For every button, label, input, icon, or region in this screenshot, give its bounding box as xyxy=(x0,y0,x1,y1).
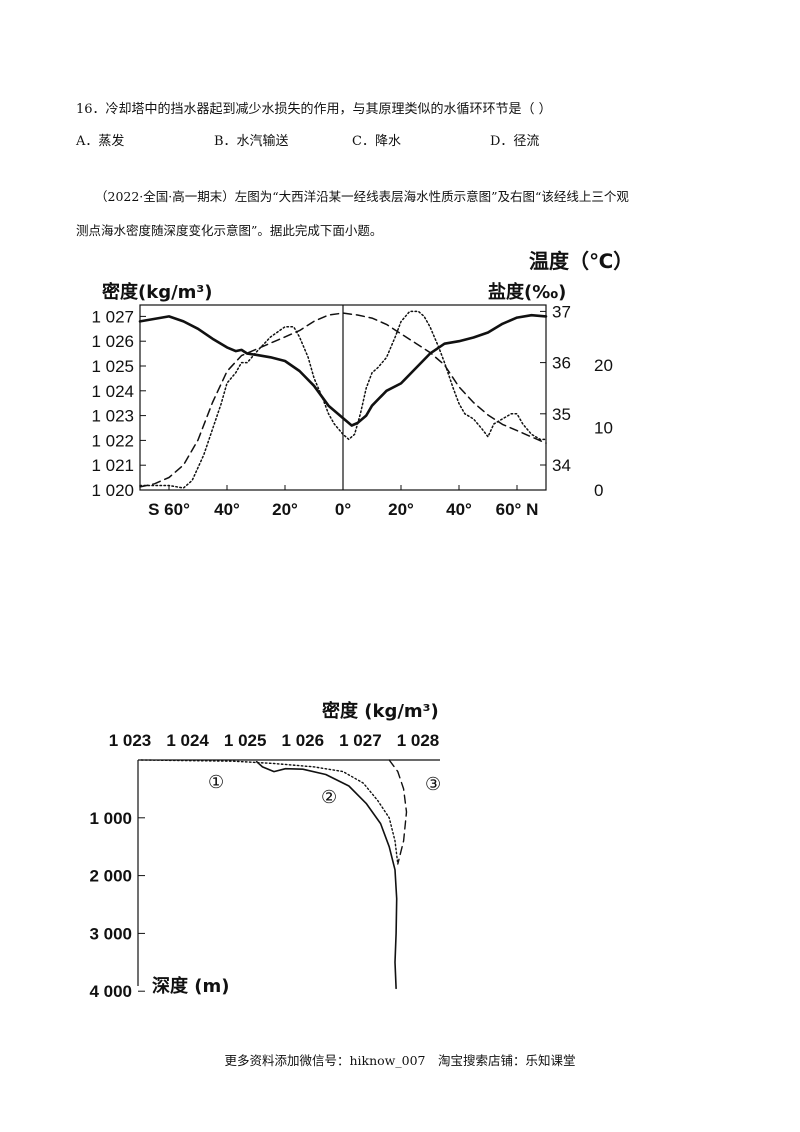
footer-note: 更多资料添加微信号：hiknow_007 淘宝搜索店铺：乐知课堂 xyxy=(224,1053,576,1068)
salinity-tick-label: 35 xyxy=(552,405,571,424)
temperature-series-line xyxy=(139,312,547,488)
density-series-line xyxy=(138,313,548,427)
question-16-stem: 16．冷却塔中的挡水器起到减少水损失的作用，与其原理类似的水循环环节是（ ） xyxy=(76,102,552,117)
temperature-axis-title: 温度（℃） xyxy=(529,249,633,273)
option-b[interactable]: B．水汽输送 xyxy=(214,134,289,149)
density-tick-label: 1 025 xyxy=(91,357,134,376)
x-tick-label: 40° xyxy=(214,500,240,519)
temperature-tick-label: 0 xyxy=(594,481,603,500)
density-tick-label: 1 027 xyxy=(91,307,134,326)
intro-line-1: （2022·全国·高一期末）左图为“大西洋沿某一经线表层海水性质示意图”及右图“… xyxy=(95,189,629,204)
salinity-axis-title: 盐度(‰) xyxy=(488,281,566,303)
x-tick-label: 40° xyxy=(446,500,472,519)
salinity-tick-label: 34 xyxy=(552,456,571,475)
x-tick-label: 20° xyxy=(388,500,414,519)
temperature-tick-label: 20 xyxy=(594,356,613,375)
density-tick-label: 1 020 xyxy=(91,481,134,500)
option-c[interactable]: C．降水 xyxy=(352,134,401,149)
density-axis-title: 密度(kg/m³) xyxy=(102,281,213,303)
salinity-tick-label: 37 xyxy=(552,302,571,321)
x-tick-label: S 60° xyxy=(148,500,190,519)
x-tick-label: 0° xyxy=(335,500,351,519)
density-tick-label: 1 023 xyxy=(91,407,134,426)
density-tick-label: 1 021 xyxy=(91,456,134,475)
salinity-series-line xyxy=(139,310,547,489)
x-tick-label: 60° N xyxy=(496,500,539,519)
salinity-tick-label: 36 xyxy=(552,354,571,373)
option-a[interactable]: A．蒸发 xyxy=(76,134,125,149)
x-tick-label: 20° xyxy=(272,500,298,519)
temperature-tick-label: 10 xyxy=(594,419,613,438)
option-d[interactable]: D．径流 xyxy=(490,134,540,149)
intro-line-2: 测点海水密度随深度变化示意图”。据此完成下面小题。 xyxy=(76,223,383,238)
density-tick-label: 1 024 xyxy=(91,382,134,401)
density-tick-label: 1 022 xyxy=(91,431,134,450)
density-tick-label: 1 026 xyxy=(91,332,134,351)
